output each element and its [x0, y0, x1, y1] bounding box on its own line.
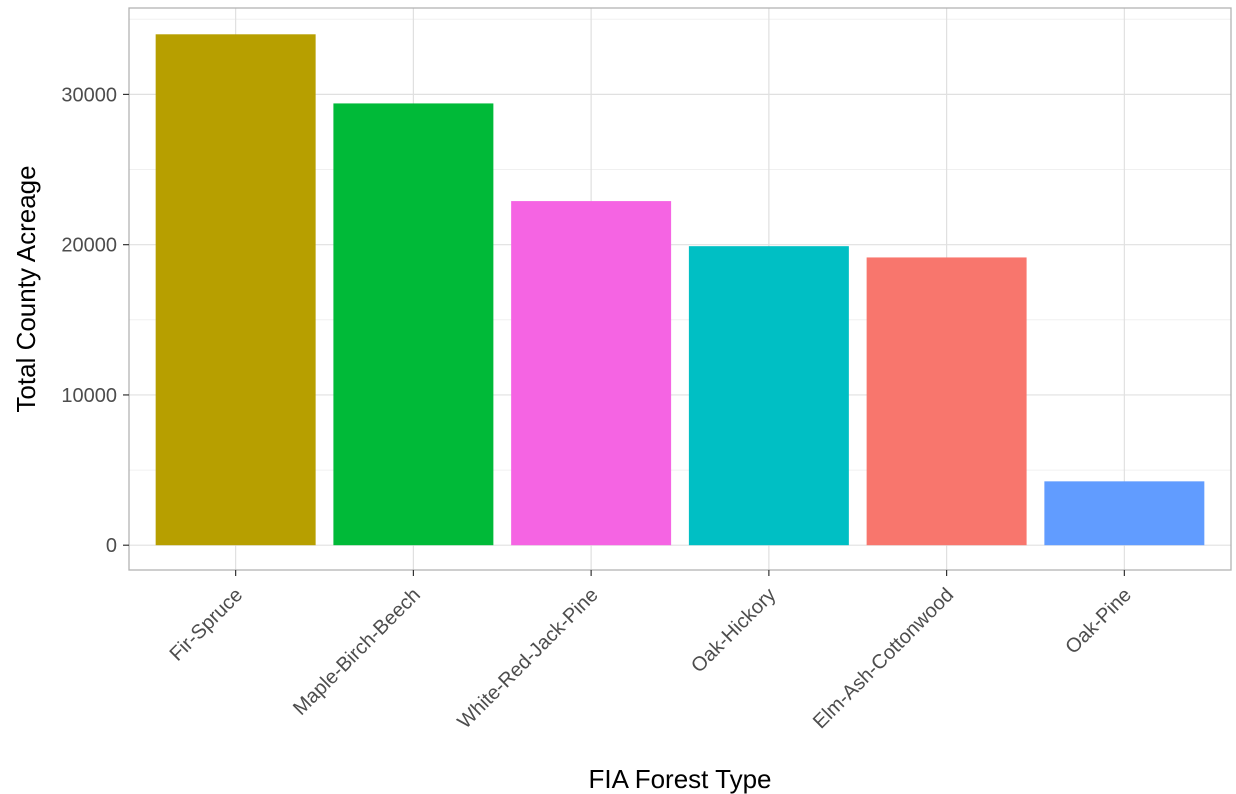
bar-fir-spruce [155, 34, 316, 546]
x-axis-ticks: Fir-Spruce Maple-Birch-Beech White-Red-Jac… [166, 570, 1136, 733]
x-tick-label: Oak-Hickory [687, 584, 780, 677]
x-tick-label: Oak-Pine [1061, 584, 1136, 659]
bar-elm-ash-cottonwood [866, 257, 1027, 546]
y-tick-label: 20000 [61, 235, 117, 257]
panel-border [128, 7, 1232, 571]
x-tick-label: Maple-Birch-Beech [289, 584, 425, 720]
y-tick-label: 30000 [61, 84, 117, 106]
y-axis-title: Total County Acreage [11, 165, 41, 412]
bars [155, 34, 1205, 546]
y-tick-label: 0 [106, 535, 117, 557]
y-tick-label: 10000 [61, 385, 117, 407]
bar-oak-hickory [688, 246, 849, 546]
bar-maple-birch-beech [333, 103, 494, 546]
x-tick-label: White-Red-Jack-Pine [453, 584, 602, 733]
y-axis-ticks: 0 10000 20000 30000 [61, 84, 129, 557]
bar-white-red-jack-pine [511, 201, 672, 546]
x-tick-label: Elm-Ash-Cottonwood [809, 584, 958, 733]
x-axis-title: FIA Forest Type [588, 764, 771, 794]
x-tick-label: Fir-Spruce [166, 584, 248, 666]
bar-oak-pine [1044, 481, 1205, 546]
